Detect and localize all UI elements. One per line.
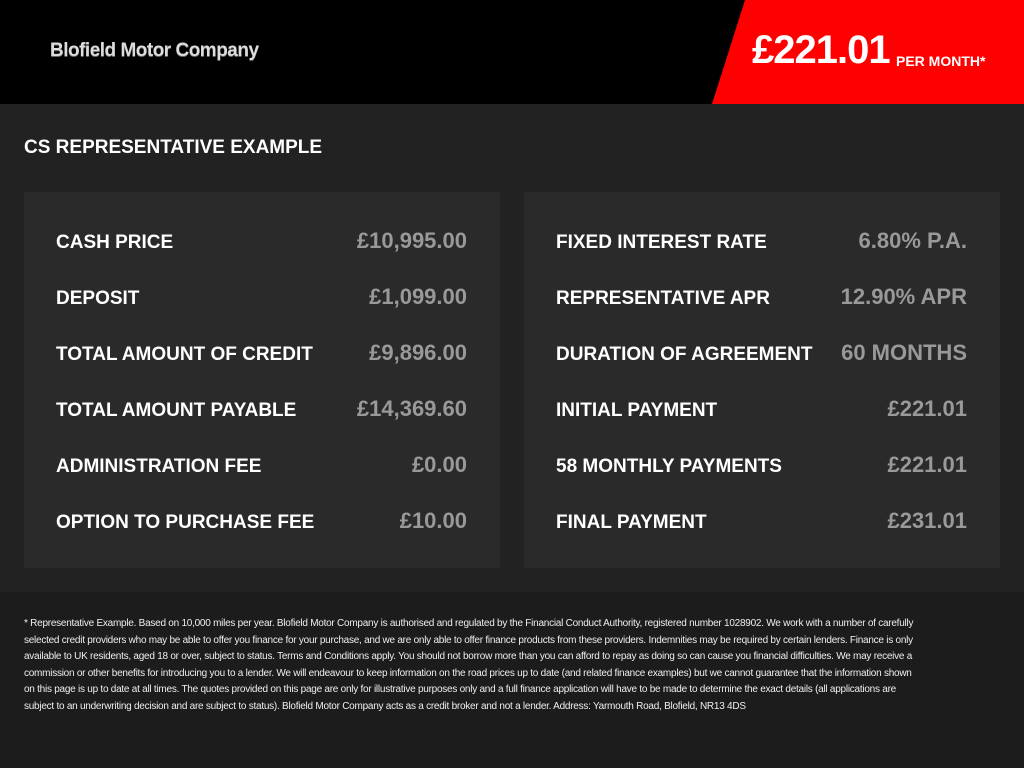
left-panel: CASH PRICE £10,995.00 DEPOSIT £1,099.00 TOTA…	[24, 192, 500, 568]
row-value: £10,995.00	[356, 228, 467, 253]
price: £221.01	[752, 28, 891, 72]
row-label: TOTAL AMOUNT PAYABLE	[56, 400, 297, 421]
row-label: FINAL PAYMENT	[556, 512, 707, 533]
price-banner	[712, 0, 1024, 104]
row-value: £1,099.00	[369, 284, 467, 309]
row-label: ADMINISTRATION FEE	[56, 456, 262, 477]
row-value: £221.01	[887, 452, 967, 477]
row-label: OPTION TO PURCHASE FEE	[56, 512, 315, 533]
header: Blofield Motor Company £221.01 PER MONTH…	[0, 0, 1024, 104]
row-label: CASH PRICE	[56, 232, 174, 253]
disclaimer: * Representative Example. Based on 10,00…	[24, 618, 914, 712]
row-label: DURATION OF AGREEMENT	[556, 344, 813, 365]
right-panel: FIXED INTEREST RATE 6.80% P.A. REPRESENTAT…	[524, 192, 1000, 568]
row-label: DEPOSIT	[56, 288, 140, 309]
row-value: £231.01	[887, 508, 967, 533]
row-value: £10.00	[399, 508, 467, 533]
price-suffix: PER MONTH*	[896, 53, 986, 69]
logo: Blofield Motor Company	[50, 40, 259, 61]
row-label: FIXED INTEREST RATE	[556, 232, 767, 253]
row-label: 58 MONTHLY PAYMENTS	[556, 456, 782, 477]
row-label: INITIAL PAYMENT	[556, 400, 718, 421]
row-value: 12.90% APR	[840, 284, 967, 309]
row-value: 60 MONTHS	[841, 340, 967, 365]
section-title: CS REPRESENTATIVE EXAMPLE	[24, 137, 323, 158]
banner-shape	[712, 0, 1024, 104]
row-label: TOTAL AMOUNT OF CREDIT	[56, 344, 313, 365]
row-value: 6.80% P.A.	[858, 228, 967, 253]
row-value: £9,896.00	[369, 340, 467, 365]
row-value: £221.01	[887, 396, 967, 421]
row-label: REPRESENTATIVE APR	[556, 288, 770, 309]
row-value: £14,369.60	[356, 396, 467, 421]
row-value: £0.00	[411, 452, 467, 477]
footer: * Representative Example. Based on 10,00…	[0, 592, 1024, 768]
